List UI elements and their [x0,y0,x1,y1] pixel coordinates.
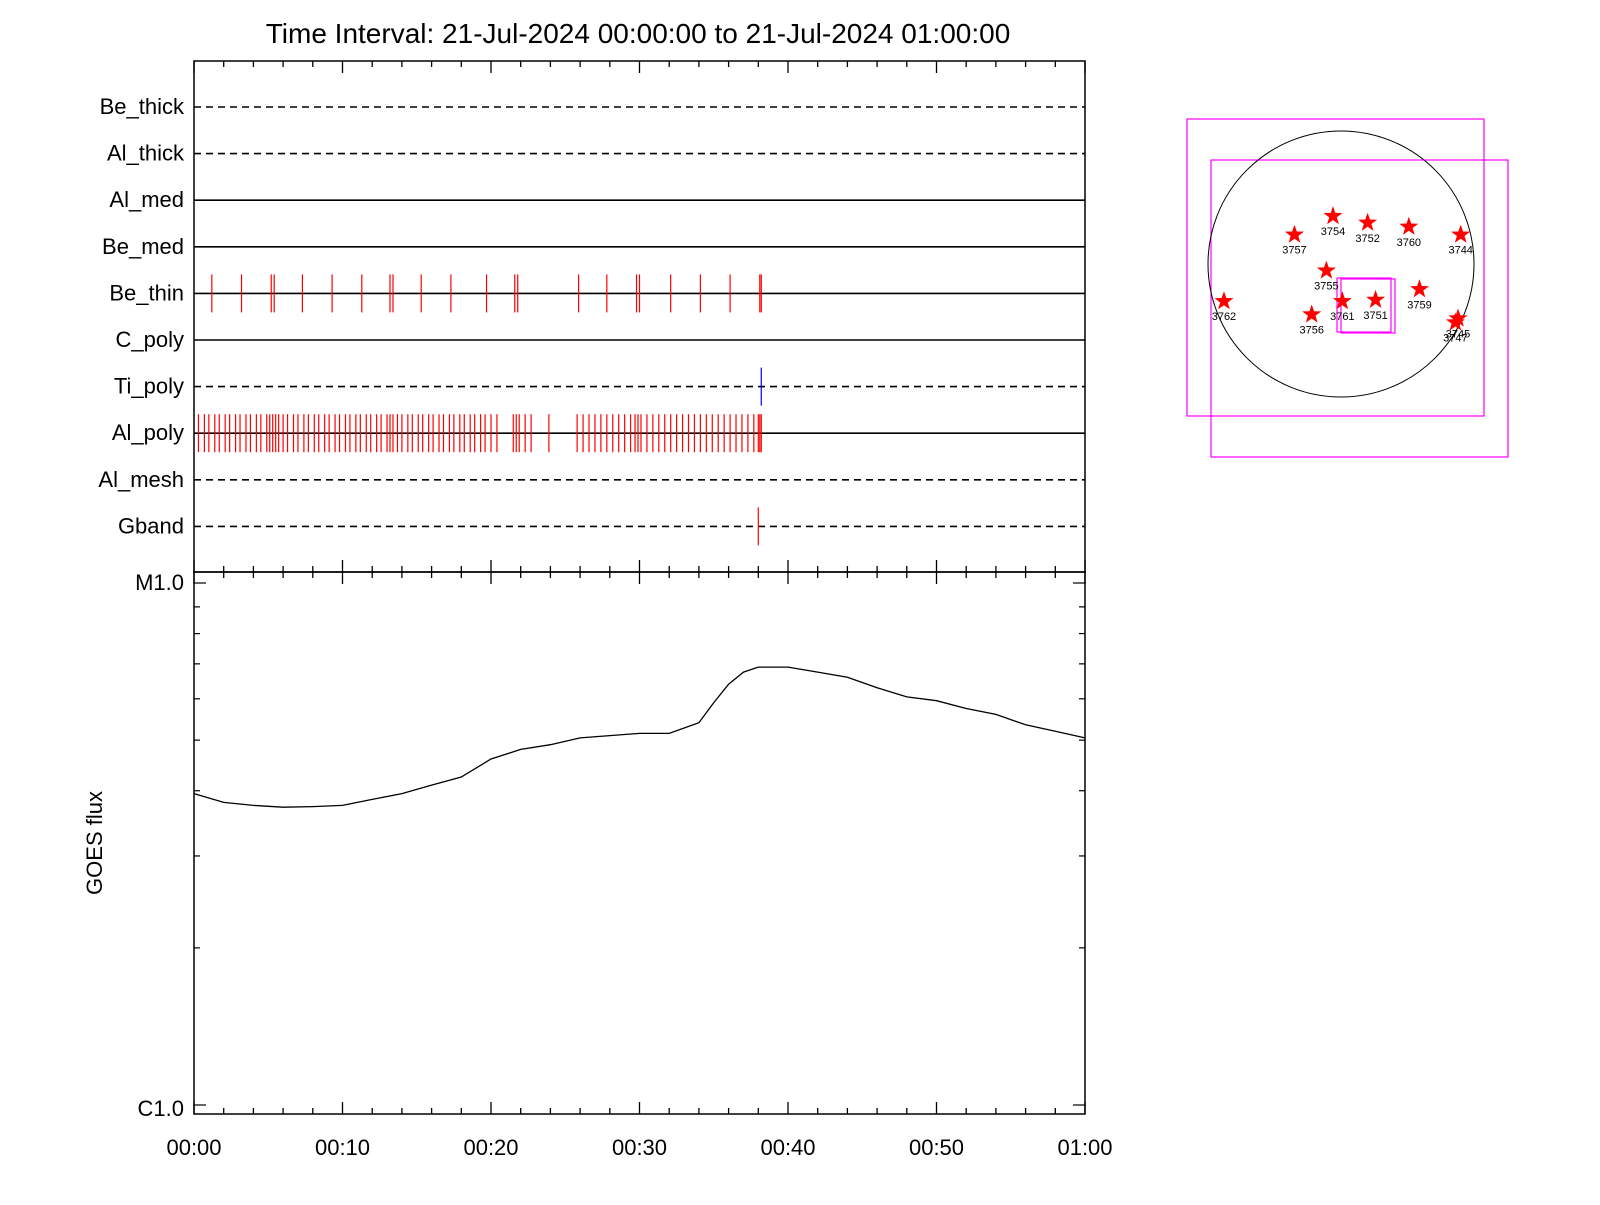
fov-box-small-1 [1336,277,1392,333]
active-region-3744: 3744 [1448,224,1473,257]
goes-flux-panel: M1.0 C1.0 GOES flux 00:00 00:10 00:20 00:30… [82,570,1113,1160]
star-icon [1451,224,1471,243]
active-region-3757: 3757 [1282,224,1307,257]
channel-label: Al_thick [107,141,185,166]
timeline-x-ticks [193,61,1086,572]
x-tick-label: 00:50 [909,1135,964,1160]
active-region-label: 3752 [1355,233,1379,245]
channel-row-c-poly: C_poly [116,327,1085,352]
goes-frame [193,571,1086,1115]
goes-x-tick-labels: 00:00 00:10 00:20 00:30 00:40 00:50 01:00 [166,1135,1112,1160]
star-icon [1316,260,1336,279]
active-region-3761: 3761 [1330,291,1355,323]
star-icon [1332,291,1352,310]
fov-box-1 [1186,118,1485,417]
x-tick-label: 01:00 [1057,1135,1112,1160]
active-region-label: 3759 [1407,299,1431,311]
goes-y-axis-label: GOES flux [82,791,107,895]
timeline-frame [193,60,1086,573]
channel-row-ti-poly: Ti_poly [114,367,1085,406]
x-tick-label: 00:40 [760,1135,815,1160]
channel-label: C_poly [116,327,184,352]
fov-box-2 [1210,159,1509,458]
channel-label: Be_thin [109,280,184,305]
channel-row-al-med: Al_med [109,187,1085,212]
active-region-label: 3761 [1330,311,1354,323]
active-region-label: 3762 [1212,311,1236,323]
solar-disk-map: 3757 3754 3752 3760 3744 3755 3761 3751 3759 3762… [1186,118,1509,458]
active-region-3754: 3754 [1321,206,1345,238]
sun-disk [1207,130,1475,398]
figure-title: Time Interval: 21-Jul-2024 00:00:00 to 2… [266,18,1011,49]
active-region-markers: 3757 3754 3752 3760 3744 3755 3761 3751 3759 3762… [1212,206,1473,345]
active-region-label: 3754 [1321,226,1345,238]
channel-row-be-thin: Be_thin [109,274,1085,313]
channel-row-be-thick: Be_thick [100,94,1085,119]
active-region-3760: 3760 [1397,216,1421,249]
active-region-3762: 3762 [1212,291,1236,323]
star-icon [1399,216,1419,235]
goes-axis-ticks [193,572,1086,1114]
active-region-3747: 3747 [1443,312,1468,345]
channel-row-al-poly: Al_poly [112,414,1085,453]
channel-rows: Be_thick Al_thick Al_med Be_med Be_thin C_pol… [98,94,1085,546]
channel-row-al-mesh: Al_mesh [98,467,1085,492]
star-icon [1448,308,1468,327]
star-icon [1410,279,1429,298]
goes-y-tick-bottom: C1.0 [138,1096,184,1121]
active-region-3751: 3751 [1363,289,1388,322]
active-region-3756: 3756 [1299,304,1324,337]
active-region-3752: 3752 [1355,212,1380,245]
star-icon [1366,289,1386,308]
x-tick-label: 00:00 [166,1135,221,1160]
active-region-3755: 3755 [1314,260,1339,293]
active-region-3745: 3745 [1446,308,1470,341]
channel-label: Al_poly [112,420,184,445]
star-icon [1284,224,1304,243]
channel-label: Al_med [109,187,184,212]
channel-row-be-med: Be_med [102,234,1085,259]
x-tick-label: 00:20 [463,1135,518,1160]
active-region-label: 3757 [1282,245,1306,257]
star-icon [1302,304,1322,323]
star-icon [1445,312,1465,331]
fov-box-small-2 [1340,278,1396,334]
channel-label: Be_thick [100,94,185,119]
star-icon [1323,206,1343,225]
x-tick-label: 00:10 [315,1135,370,1160]
active-region-label: 3747 [1443,333,1467,345]
channel-label: Al_mesh [98,467,184,492]
active-region-label: 3744 [1448,245,1472,257]
star-icon [1358,212,1378,231]
channel-label: Ti_poly [114,374,184,399]
goes-flux-curve [193,666,1086,808]
goes-y-tick-top: M1.0 [135,570,184,595]
active-region-label: 3756 [1299,325,1323,337]
active-region-label: 3760 [1397,237,1421,249]
active-region-3759: 3759 [1407,279,1432,311]
x-tick-label: 00:30 [612,1135,667,1160]
channel-label: Gband [118,513,184,538]
active-region-label: 3751 [1363,310,1387,322]
active-region-label: 3755 [1314,281,1338,293]
channel-row-al-thick: Al_thick [107,141,1085,166]
channel-row-gband: Gband [118,507,1085,546]
star-icon [1214,291,1234,310]
event-timeline-panel: Be_thick Al_thick Al_med Be_med Be_thin C_pol… [98,60,1086,573]
channel-label: Be_med [102,234,184,259]
active-region-label: 3745 [1446,329,1470,341]
